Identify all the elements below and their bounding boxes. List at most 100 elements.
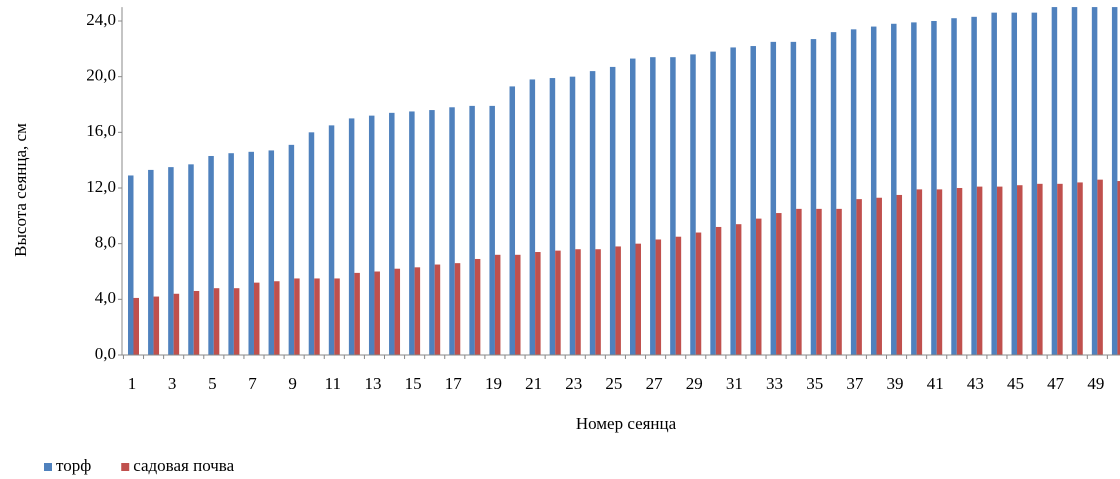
bar xyxy=(655,239,662,355)
legend-swatch xyxy=(44,463,52,471)
bar xyxy=(394,268,401,355)
bar xyxy=(374,271,380,355)
x-tick-label: 29 xyxy=(686,374,703,393)
bar xyxy=(630,58,636,356)
bar xyxy=(971,16,977,356)
bar xyxy=(710,51,716,355)
bar xyxy=(429,110,435,355)
x-tick-label: 17 xyxy=(445,374,463,393)
bar xyxy=(1091,7,1098,356)
bar xyxy=(1071,7,1078,356)
bar xyxy=(248,151,254,355)
bar xyxy=(951,18,957,355)
bar xyxy=(454,263,461,355)
x-tick-label: 43 xyxy=(967,374,984,393)
bar xyxy=(294,278,300,355)
bar xyxy=(274,281,280,355)
bar xyxy=(128,175,134,355)
bar xyxy=(575,249,581,355)
bar xyxy=(810,39,817,356)
bar xyxy=(991,12,997,355)
legend-swatch xyxy=(121,463,130,471)
x-tick-label: 35 xyxy=(806,374,823,393)
bar xyxy=(314,278,320,355)
bar xyxy=(1097,179,1103,355)
bar xyxy=(715,226,722,355)
bar xyxy=(1017,185,1023,355)
bar xyxy=(1117,181,1120,355)
x-tick-label: 21 xyxy=(525,374,542,393)
bar xyxy=(675,236,682,355)
legend-label: садовая почва xyxy=(133,456,234,475)
x-tick-label: 49 xyxy=(1087,374,1104,393)
y-tick-label: 4,0 xyxy=(95,288,116,307)
bar xyxy=(891,23,897,356)
bar xyxy=(1057,183,1063,355)
bar xyxy=(288,144,295,355)
bar xyxy=(1037,183,1043,355)
bar xyxy=(409,111,415,356)
y-tick-label: 16,0 xyxy=(86,121,116,140)
bar xyxy=(233,288,240,355)
bar xyxy=(635,243,641,355)
bar xyxy=(695,232,702,355)
x-tick-label: 25 xyxy=(605,374,622,393)
bar xyxy=(148,169,154,355)
bar xyxy=(529,79,536,355)
y-tick-label: 8,0 xyxy=(95,233,116,252)
bar xyxy=(133,297,139,355)
bar xyxy=(414,267,421,355)
bar xyxy=(670,57,676,355)
x-tick-label: 41 xyxy=(927,374,944,393)
bar xyxy=(776,213,782,355)
bar xyxy=(896,194,903,355)
bar xyxy=(1111,7,1118,356)
bar xyxy=(1051,7,1058,356)
bar xyxy=(936,189,943,355)
bar xyxy=(213,288,220,355)
x-tick-label: 27 xyxy=(646,374,664,393)
x-tick-label: 15 xyxy=(405,374,422,393)
x-tick-label: 13 xyxy=(364,374,381,393)
bar xyxy=(389,112,395,355)
bar xyxy=(474,258,481,355)
x-tick-label: 33 xyxy=(766,374,783,393)
bar xyxy=(856,199,862,355)
y-tick-label: 24,0 xyxy=(86,10,116,29)
bar xyxy=(916,189,923,355)
bar xyxy=(615,246,621,355)
x-axis-title: Номер сеянца xyxy=(576,414,677,433)
bar xyxy=(268,150,275,355)
bar xyxy=(609,66,616,355)
bar xyxy=(208,155,214,355)
bar xyxy=(535,252,541,355)
bar xyxy=(790,41,797,355)
bar xyxy=(434,264,441,355)
bar xyxy=(730,47,736,355)
bar xyxy=(911,22,917,355)
bar xyxy=(589,71,596,355)
bar xyxy=(976,186,983,355)
x-tick-label: 31 xyxy=(726,374,743,393)
bar xyxy=(755,218,762,355)
bar xyxy=(308,132,315,355)
bar xyxy=(870,26,877,356)
bar xyxy=(328,125,335,355)
y-tick-label: 12,0 xyxy=(86,177,116,196)
bar xyxy=(830,32,837,355)
bar xyxy=(193,290,200,355)
bar xyxy=(770,41,777,355)
x-tick-label: 7 xyxy=(248,374,257,393)
bar xyxy=(494,254,501,355)
y-tick-label: 20,0 xyxy=(86,66,116,85)
bar xyxy=(1077,182,1083,355)
bar xyxy=(549,78,556,356)
bar xyxy=(850,29,857,355)
y-axis-title: Высота сеянца, см xyxy=(11,123,30,257)
bar xyxy=(153,296,160,355)
legend-label: торф xyxy=(56,456,91,475)
bar xyxy=(996,186,1003,355)
bar xyxy=(228,153,234,355)
